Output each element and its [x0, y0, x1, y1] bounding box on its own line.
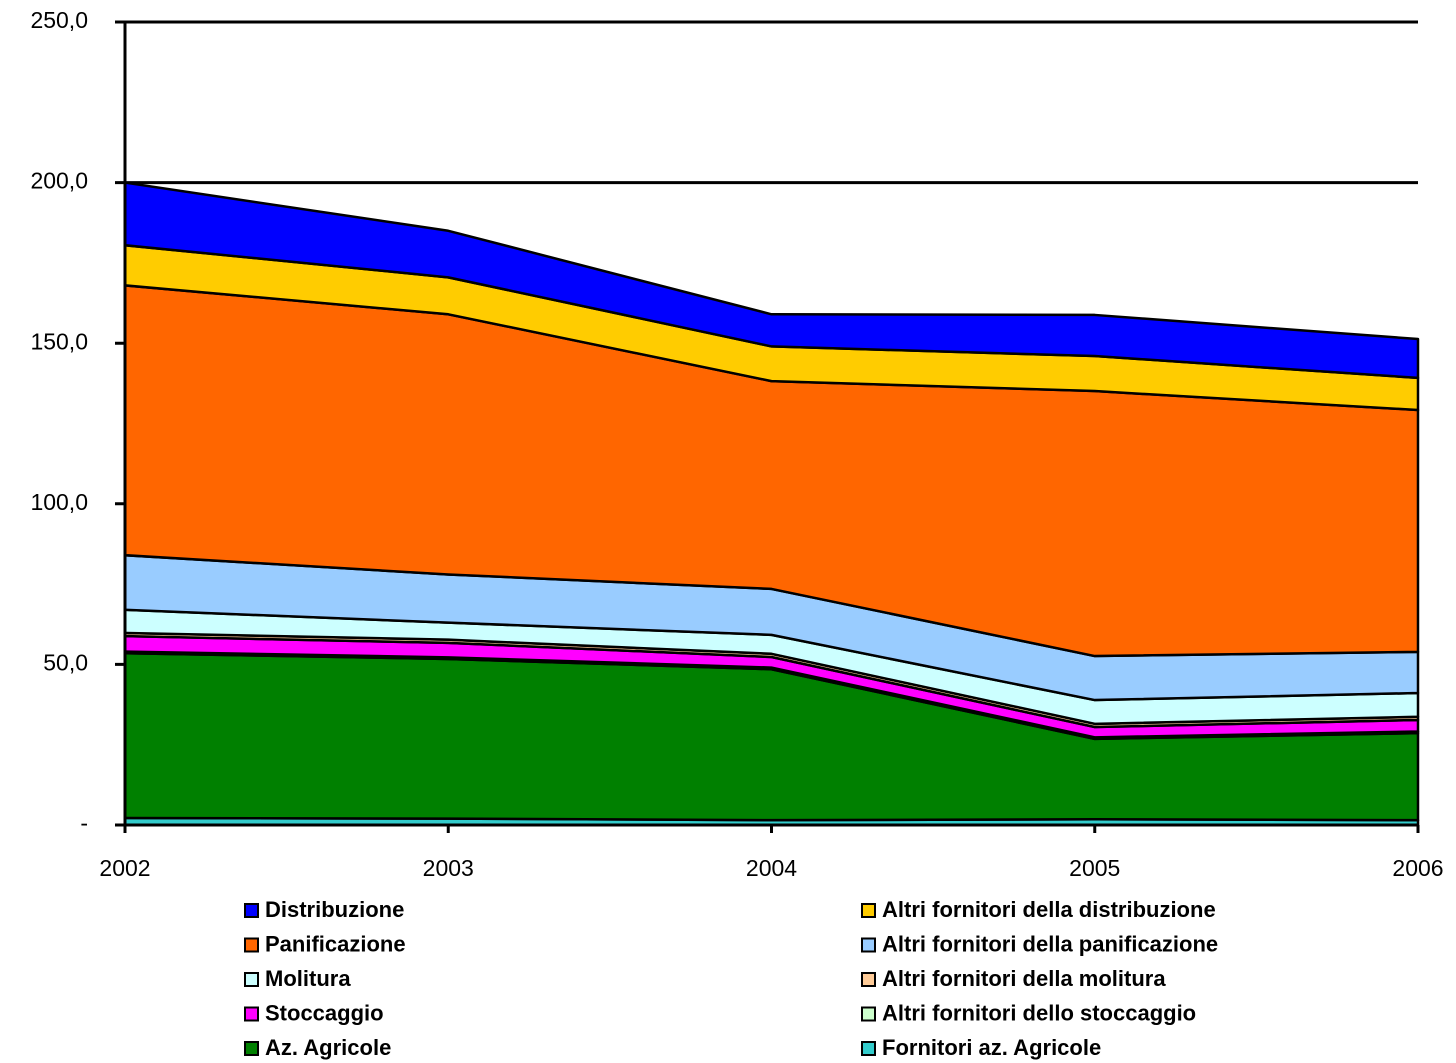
- legend-label: Altri fornitori della molitura: [882, 966, 1166, 991]
- legend-label: Distribuzione: [265, 897, 404, 922]
- y-tick-label: 100,0: [30, 489, 88, 515]
- legend-swatch: [861, 937, 876, 953]
- y-tick-label: 50,0: [43, 649, 88, 675]
- legend-label: Panificazione: [265, 931, 406, 956]
- y-tick-label: 250,0: [30, 7, 88, 33]
- x-tick-label: 2005: [1069, 855, 1120, 881]
- legend-label: Az. Agricole: [265, 1035, 391, 1060]
- legend-label: Molitura: [265, 966, 351, 991]
- x-tick-label: 2002: [99, 855, 150, 881]
- legend-swatch: [244, 972, 259, 987]
- legend-swatch: [244, 1006, 259, 1022]
- legend-swatch: [244, 937, 259, 953]
- legend-swatch: [244, 903, 259, 918]
- area: [123, 181, 1420, 380]
- y-tick-label: 200,0: [30, 168, 88, 194]
- y-tick-label: 150,0: [30, 328, 88, 354]
- y-tick-label: -: [80, 810, 88, 836]
- legend-swatch: [861, 972, 876, 987]
- legend-label: Altri fornitori dello stoccaggio: [882, 1000, 1196, 1025]
- x-tick-label: 2003: [423, 855, 474, 881]
- legend-swatch: [244, 1041, 259, 1056]
- legend-label: Altri fornitori della distribuzione: [882, 897, 1216, 922]
- legend-label: Altri fornitori della panificazione: [882, 931, 1218, 956]
- legend-swatch: [861, 1006, 876, 1022]
- legend-swatch: [861, 903, 876, 918]
- x-tick-label: 2006: [1392, 855, 1443, 881]
- x-tick-label: 2004: [746, 855, 797, 881]
- legend-swatch: [861, 1041, 876, 1056]
- legend-label: Fornitori az. Agricole: [882, 1035, 1101, 1060]
- legend-label: Stoccaggio: [265, 1000, 384, 1025]
